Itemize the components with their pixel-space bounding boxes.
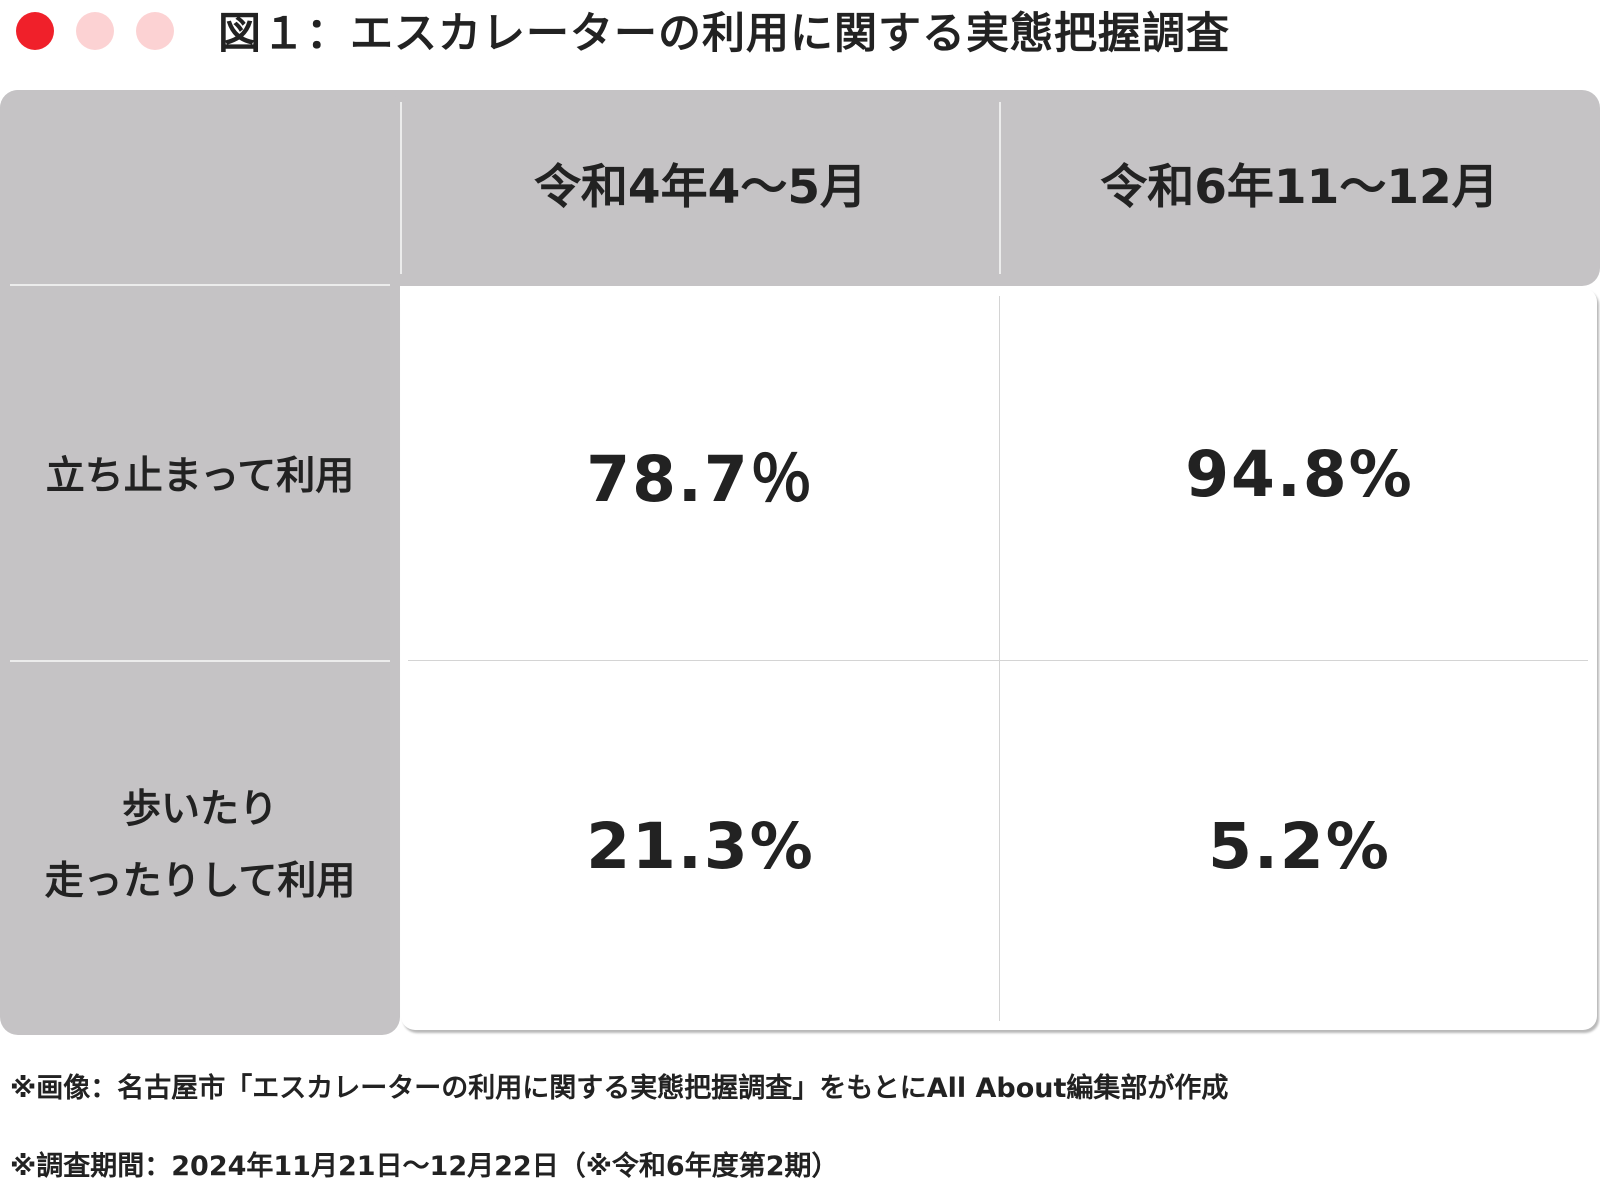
pink-dot	[76, 12, 114, 50]
row-label-line: 立ち止まって利用	[45, 454, 355, 499]
divider	[999, 296, 1000, 1021]
cell-standing-2022: 78.7％	[586, 442, 815, 516]
row-label-standing: 立ち止まって利用	[0, 286, 400, 660]
figure-title: 図１：エスカレーターの利用に関する実態把握調査	[218, 9, 1230, 59]
pink-dot	[136, 12, 174, 50]
source-note: ※画像：名古屋市「エスカレーターの利用に関する実態把握調査」をもとにAll Ab…	[10, 1073, 1229, 1104]
row-label-line: 歩いたり	[121, 787, 278, 832]
cell-walking-2024: 5.2%	[1208, 809, 1391, 883]
column-header-2022: 令和4年4〜5月	[533, 160, 868, 215]
column-header-2024: 令和6年11〜12月	[1100, 160, 1499, 215]
divider	[400, 102, 402, 274]
data-table: 令和4年4〜5月 令和6年11〜12月 立ち止まって利用 歩いたり 走ったりして…	[0, 90, 1600, 1035]
cell-walking-2022: 21.3%	[586, 809, 815, 883]
decorative-dots	[16, 12, 186, 52]
cell-standing-2024: 94.8%	[1185, 437, 1414, 511]
divider	[408, 660, 1588, 661]
divider	[10, 660, 390, 662]
row-label-walking: 歩いたり 走ったりして利用	[0, 662, 400, 1030]
red-dot	[16, 12, 54, 50]
divider	[999, 102, 1001, 274]
row-label-line: 走ったりして利用	[44, 859, 356, 904]
divider	[10, 284, 390, 286]
survey-period-note: ※調査期間：2024年11月21日〜12月22日（※令和6年度第2期）	[10, 1151, 839, 1182]
row-label-column	[0, 90, 400, 1035]
